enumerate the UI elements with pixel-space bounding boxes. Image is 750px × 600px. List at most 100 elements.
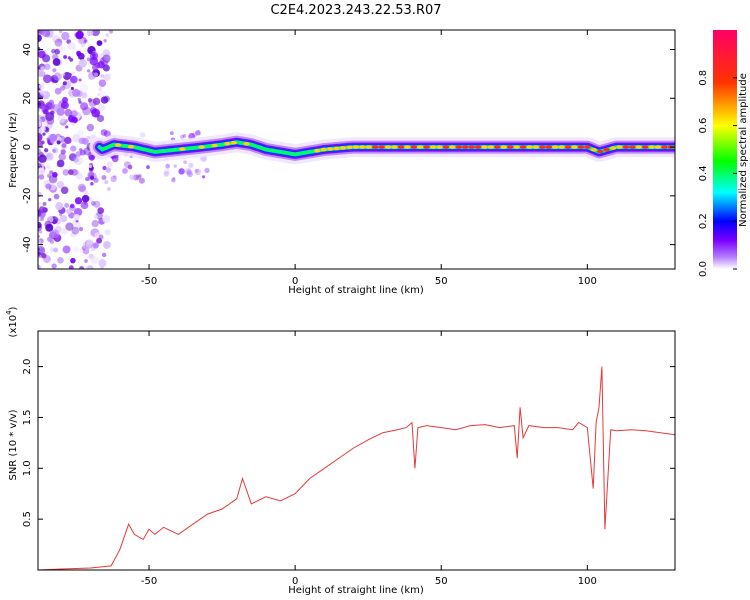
peak-mark	[249, 143, 257, 148]
noise-mark	[38, 50, 46, 59]
noise-mark	[70, 145, 77, 152]
noise-mark	[44, 63, 51, 71]
peak-mark	[609, 146, 617, 150]
noise-mark	[53, 72, 62, 81]
peak-mark	[365, 145, 372, 149]
noise-mark	[38, 167, 45, 175]
noise-mark	[146, 165, 150, 170]
noise-mark	[94, 232, 101, 239]
noise-mark	[69, 58, 74, 62]
noise-mark	[46, 117, 55, 125]
noise-mark	[38, 245, 46, 255]
spectrogram-y-axis-label: Frequency (Hz)	[8, 112, 19, 188]
peak-mark	[224, 141, 231, 146]
peak-mark	[571, 145, 578, 149]
y-tick-label: -20	[22, 188, 33, 204]
peak-mark	[301, 151, 308, 155]
peak-mark	[172, 147, 180, 152]
noise-mark	[184, 168, 191, 175]
noise-mark	[54, 38, 63, 47]
noise-mark	[38, 247, 41, 252]
noise-mark	[204, 167, 210, 174]
noise-mark	[108, 30, 114, 34]
noise-mark	[90, 182, 94, 186]
snr-series-line	[38, 366, 675, 570]
noise-mark	[100, 74, 105, 78]
noise-mark	[173, 164, 177, 168]
noise-mark	[70, 231, 76, 238]
noise-mark	[69, 94, 74, 99]
noise-mark	[186, 171, 193, 178]
noise-mark	[52, 148, 56, 153]
noise-mark	[201, 156, 207, 161]
peak-mark	[359, 145, 366, 149]
noise-mark	[64, 136, 72, 144]
noise-mark	[56, 181, 65, 189]
peak-mark	[417, 145, 424, 149]
colorbar-tick-label: 0.8	[698, 70, 709, 86]
y-tick-label: -40	[22, 236, 33, 252]
noise-mark	[90, 107, 97, 114]
noise-mark	[42, 202, 47, 206]
noise-mark	[88, 164, 92, 169]
noise-mark	[58, 152, 67, 161]
noise-mark	[60, 215, 68, 223]
peak-mark	[237, 140, 244, 145]
noise-mark	[87, 98, 93, 103]
peak-mark	[474, 145, 482, 149]
noise-mark	[92, 242, 99, 249]
noise-mark	[101, 252, 107, 258]
peak-mark	[192, 145, 199, 150]
peak-mark	[481, 145, 488, 149]
noise-mark	[187, 167, 192, 172]
noise-mark	[91, 30, 100, 37]
peak-mark	[519, 145, 527, 149]
peak-mark	[455, 145, 462, 149]
noise-mark	[82, 106, 91, 116]
noise-mark	[65, 247, 71, 252]
colorbar-tick-label: 0.0	[698, 261, 709, 277]
noise-mark	[39, 248, 45, 253]
noise-mark	[79, 149, 86, 156]
noise-mark	[87, 69, 91, 73]
peak-mark	[449, 145, 456, 149]
noise-mark	[67, 169, 74, 175]
noise-mark	[70, 75, 78, 84]
noise-mark	[97, 93, 101, 97]
peak-mark	[590, 147, 597, 152]
noise-mark	[58, 45, 66, 52]
noise-mark	[96, 237, 103, 244]
noise-mark	[79, 249, 84, 254]
peak-mark	[635, 145, 642, 149]
peak-mark	[346, 145, 353, 150]
peak-mark	[327, 147, 334, 151]
peak-mark	[320, 147, 327, 152]
noise-mark	[60, 85, 66, 91]
peak-mark	[127, 144, 135, 149]
peak-mark	[102, 146, 109, 151]
noise-mark	[97, 104, 106, 112]
peak-mark	[410, 145, 417, 149]
peak-mark	[288, 151, 295, 156]
colorbar: 0.0 0.2 0.4 0.6 0.8 Normalized spectral ampl…	[698, 30, 749, 277]
noise-mark	[87, 171, 95, 179]
x-tick-label: 100	[578, 576, 597, 587]
noise-mark	[80, 201, 89, 210]
noise-mark	[45, 183, 52, 190]
noise-mark	[86, 265, 94, 269]
noise-mark	[38, 46, 41, 52]
noise-mark	[38, 234, 41, 239]
noise-mark	[53, 247, 59, 253]
peak-mark	[494, 145, 501, 149]
noise-mark	[186, 169, 193, 176]
noise-mark	[104, 229, 111, 236]
peak-mark	[584, 145, 591, 149]
peak-mark	[436, 145, 443, 149]
noise-mark	[63, 55, 67, 59]
noise-mark	[70, 257, 76, 264]
noise-mark	[45, 152, 54, 161]
peak-mark	[352, 145, 360, 149]
noise-mark	[47, 134, 56, 143]
peak-mark	[513, 145, 520, 149]
y-tick-label: 2.0	[22, 359, 33, 375]
